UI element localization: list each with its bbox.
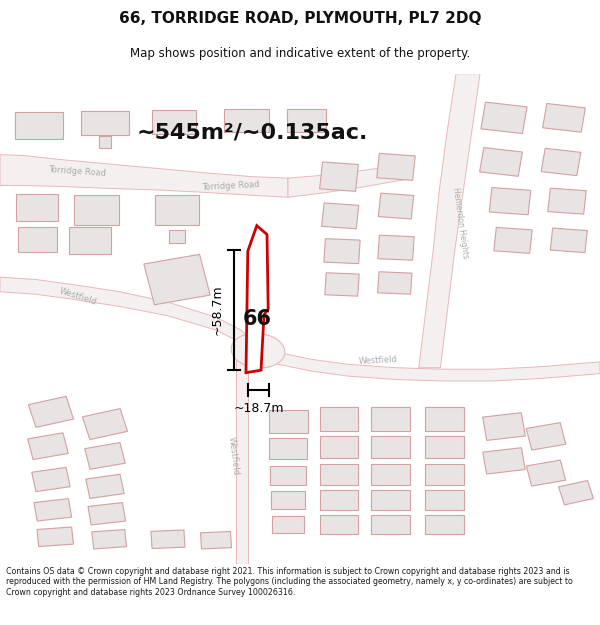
Polygon shape: [0, 277, 252, 352]
Polygon shape: [541, 148, 581, 176]
Polygon shape: [542, 104, 586, 132]
Polygon shape: [0, 154, 288, 198]
Polygon shape: [236, 346, 248, 564]
Polygon shape: [371, 408, 409, 431]
Polygon shape: [169, 229, 185, 243]
Polygon shape: [28, 432, 68, 459]
Polygon shape: [37, 527, 73, 547]
Polygon shape: [322, 203, 359, 229]
Polygon shape: [18, 227, 57, 252]
Polygon shape: [379, 193, 413, 219]
Polygon shape: [287, 109, 325, 132]
Polygon shape: [425, 490, 464, 510]
Polygon shape: [320, 162, 358, 191]
Polygon shape: [377, 272, 412, 294]
Polygon shape: [269, 410, 308, 433]
Polygon shape: [271, 516, 304, 533]
Polygon shape: [88, 503, 125, 525]
Text: ~545m²/~0.135ac.: ~545m²/~0.135ac.: [136, 122, 368, 142]
Polygon shape: [15, 112, 63, 139]
Polygon shape: [271, 491, 305, 509]
Polygon shape: [276, 352, 600, 381]
Polygon shape: [155, 195, 199, 224]
Polygon shape: [151, 530, 185, 549]
Polygon shape: [479, 148, 523, 176]
Polygon shape: [99, 136, 111, 149]
Polygon shape: [550, 228, 587, 253]
Text: 66, TORRIDGE ROAD, PLYMOUTH, PL7 2DQ: 66, TORRIDGE ROAD, PLYMOUTH, PL7 2DQ: [119, 11, 481, 26]
Text: Torridge Road: Torridge Road: [202, 181, 260, 192]
Polygon shape: [144, 254, 210, 305]
Polygon shape: [151, 109, 196, 134]
Polygon shape: [85, 442, 125, 469]
Polygon shape: [482, 412, 526, 441]
Polygon shape: [246, 226, 268, 372]
Polygon shape: [483, 448, 525, 474]
Polygon shape: [325, 272, 359, 296]
Polygon shape: [74, 195, 119, 224]
Polygon shape: [377, 153, 415, 181]
Text: Westfield: Westfield: [358, 355, 398, 366]
Polygon shape: [425, 436, 464, 458]
Text: 66: 66: [242, 309, 271, 329]
Text: Westfield: Westfield: [227, 436, 241, 476]
Polygon shape: [371, 490, 409, 510]
Text: ~18.7m: ~18.7m: [233, 402, 284, 415]
Polygon shape: [526, 460, 566, 486]
Polygon shape: [371, 464, 409, 484]
Polygon shape: [559, 481, 593, 505]
Text: Westfield: Westfield: [58, 286, 98, 307]
Text: Torridge Road: Torridge Road: [48, 165, 106, 178]
Polygon shape: [494, 228, 532, 253]
Polygon shape: [320, 490, 358, 510]
Polygon shape: [489, 188, 531, 215]
Polygon shape: [92, 529, 127, 549]
Polygon shape: [69, 227, 111, 254]
Polygon shape: [378, 235, 414, 260]
Polygon shape: [320, 408, 358, 431]
Text: Contains OS data © Crown copyright and database right 2021. This information is : Contains OS data © Crown copyright and d…: [6, 567, 573, 597]
Polygon shape: [34, 499, 71, 521]
Polygon shape: [548, 188, 586, 214]
Polygon shape: [32, 468, 70, 492]
Text: ~58.7m: ~58.7m: [211, 285, 224, 336]
Polygon shape: [223, 109, 269, 132]
Polygon shape: [481, 102, 527, 134]
Text: Hemerdon Heights: Hemerdon Heights: [451, 187, 470, 259]
Ellipse shape: [231, 333, 285, 368]
Text: Map shows position and indicative extent of the property.: Map shows position and indicative extent…: [130, 47, 470, 59]
Polygon shape: [324, 239, 360, 264]
Polygon shape: [16, 194, 58, 221]
Polygon shape: [269, 438, 307, 459]
Polygon shape: [425, 408, 464, 431]
Polygon shape: [320, 464, 358, 484]
Polygon shape: [419, 74, 480, 368]
Polygon shape: [526, 422, 566, 450]
Polygon shape: [371, 436, 409, 458]
Polygon shape: [320, 515, 358, 534]
Polygon shape: [288, 164, 408, 198]
Polygon shape: [200, 531, 232, 549]
Polygon shape: [425, 515, 464, 534]
Polygon shape: [320, 436, 358, 458]
Polygon shape: [81, 111, 129, 135]
Polygon shape: [86, 474, 124, 499]
Polygon shape: [425, 464, 464, 484]
Polygon shape: [371, 515, 409, 534]
Polygon shape: [28, 396, 74, 428]
Polygon shape: [82, 409, 128, 439]
Polygon shape: [270, 466, 306, 486]
